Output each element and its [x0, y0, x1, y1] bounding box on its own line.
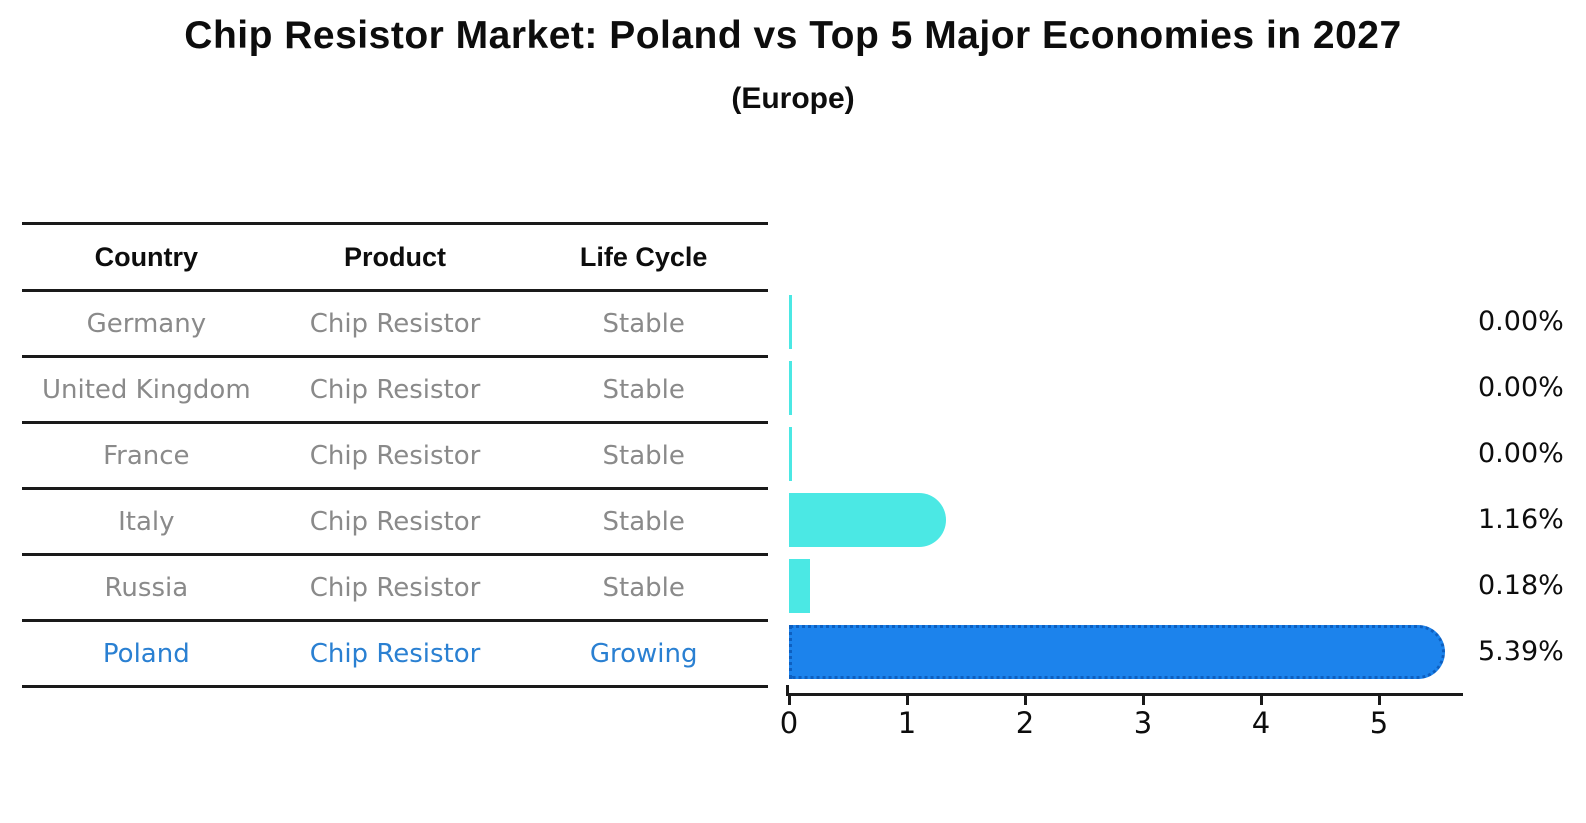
table-cell-life-cycle: Stable	[602, 374, 685, 405]
table-cell-country: Italy	[118, 506, 175, 537]
table-cell-life-cycle: Stable	[602, 308, 685, 339]
table-header-country: Country	[94, 241, 199, 272]
bar-poland	[789, 625, 1446, 679]
x-axis-tick	[788, 696, 791, 705]
table-cell-country: France	[103, 440, 190, 471]
bar-value-label: 0.00%	[1478, 306, 1564, 337]
x-axis-tick-label: 2	[1015, 706, 1035, 740]
table-cell-product: Chip Resistor	[309, 638, 481, 669]
x-axis-left-cap	[786, 685, 789, 696]
x-axis-tick-label: 4	[1251, 706, 1271, 740]
table-header-row: Country Product Life Cycle	[22, 225, 768, 292]
table-header-life-cycle: Life Cycle	[579, 241, 708, 272]
table-cell-life-cycle: Stable	[602, 572, 685, 603]
bar-value-label: 0.00%	[1478, 438, 1564, 469]
table-cell-life-cycle: Stable	[602, 506, 685, 537]
x-axis-tick	[1142, 696, 1145, 705]
bar-russia	[789, 559, 811, 613]
table-cell-product: Chip Resistor	[309, 572, 481, 603]
table-cell-product: Chip Resistor	[309, 440, 481, 471]
table-cell-life-cycle: Growing	[589, 638, 698, 669]
table-cell-country: Poland	[102, 638, 190, 669]
table-cell-product: Chip Resistor	[309, 374, 481, 405]
x-axis-tick	[1378, 696, 1381, 705]
x-axis-line	[786, 693, 1463, 696]
bar-value-label: 5.39%	[1478, 636, 1564, 667]
table-body: Germany Chip Resistor Stable United Kingdom…	[22, 292, 768, 688]
x-axis-tick-label: 3	[1133, 706, 1153, 740]
table-cell-country: Russia	[104, 572, 189, 603]
table-cell-country: Germany	[86, 308, 207, 339]
bar-value-label: 0.18%	[1478, 570, 1564, 601]
chart-title: Chip Resistor Market: Poland vs Top 5 Ma…	[184, 14, 1402, 57]
info-table: Country Product Life Cycle Germany Chip R…	[22, 222, 768, 688]
x-axis-tick-label: 5	[1369, 706, 1389, 740]
table-cell-country: United Kingdom	[41, 374, 251, 405]
chart-subtitle: (Europe)	[731, 82, 855, 115]
bar-italy	[789, 493, 946, 547]
table-row: Germany Chip Resistor Stable	[22, 292, 768, 358]
x-axis-tick-label: 0	[779, 706, 799, 740]
table-row: United Kingdom Chip Resistor Stable	[22, 358, 768, 424]
bar-value-label: 0.00%	[1478, 372, 1564, 403]
table-cell-product: Chip Resistor	[309, 308, 481, 339]
x-axis-tick	[1024, 696, 1027, 705]
bar-value-label: 1.16%	[1478, 504, 1564, 535]
table-row: Italy Chip Resistor Stable	[22, 490, 768, 556]
table-cell-product: Chip Resistor	[309, 506, 481, 537]
bar-united-kingdom	[789, 361, 792, 415]
bar-germany	[789, 295, 792, 349]
table-row: France Chip Resistor Stable	[22, 424, 768, 490]
table-row: Poland Chip Resistor Growing	[22, 622, 768, 688]
x-axis-tick-label: 1	[897, 706, 917, 740]
bar-france	[789, 427, 792, 481]
x-axis-tick	[906, 696, 909, 705]
table-row: Russia Chip Resistor Stable	[22, 556, 768, 622]
table-cell-life-cycle: Stable	[602, 440, 685, 471]
x-axis-tick	[1260, 696, 1263, 705]
table-header-product: Product	[344, 241, 447, 272]
